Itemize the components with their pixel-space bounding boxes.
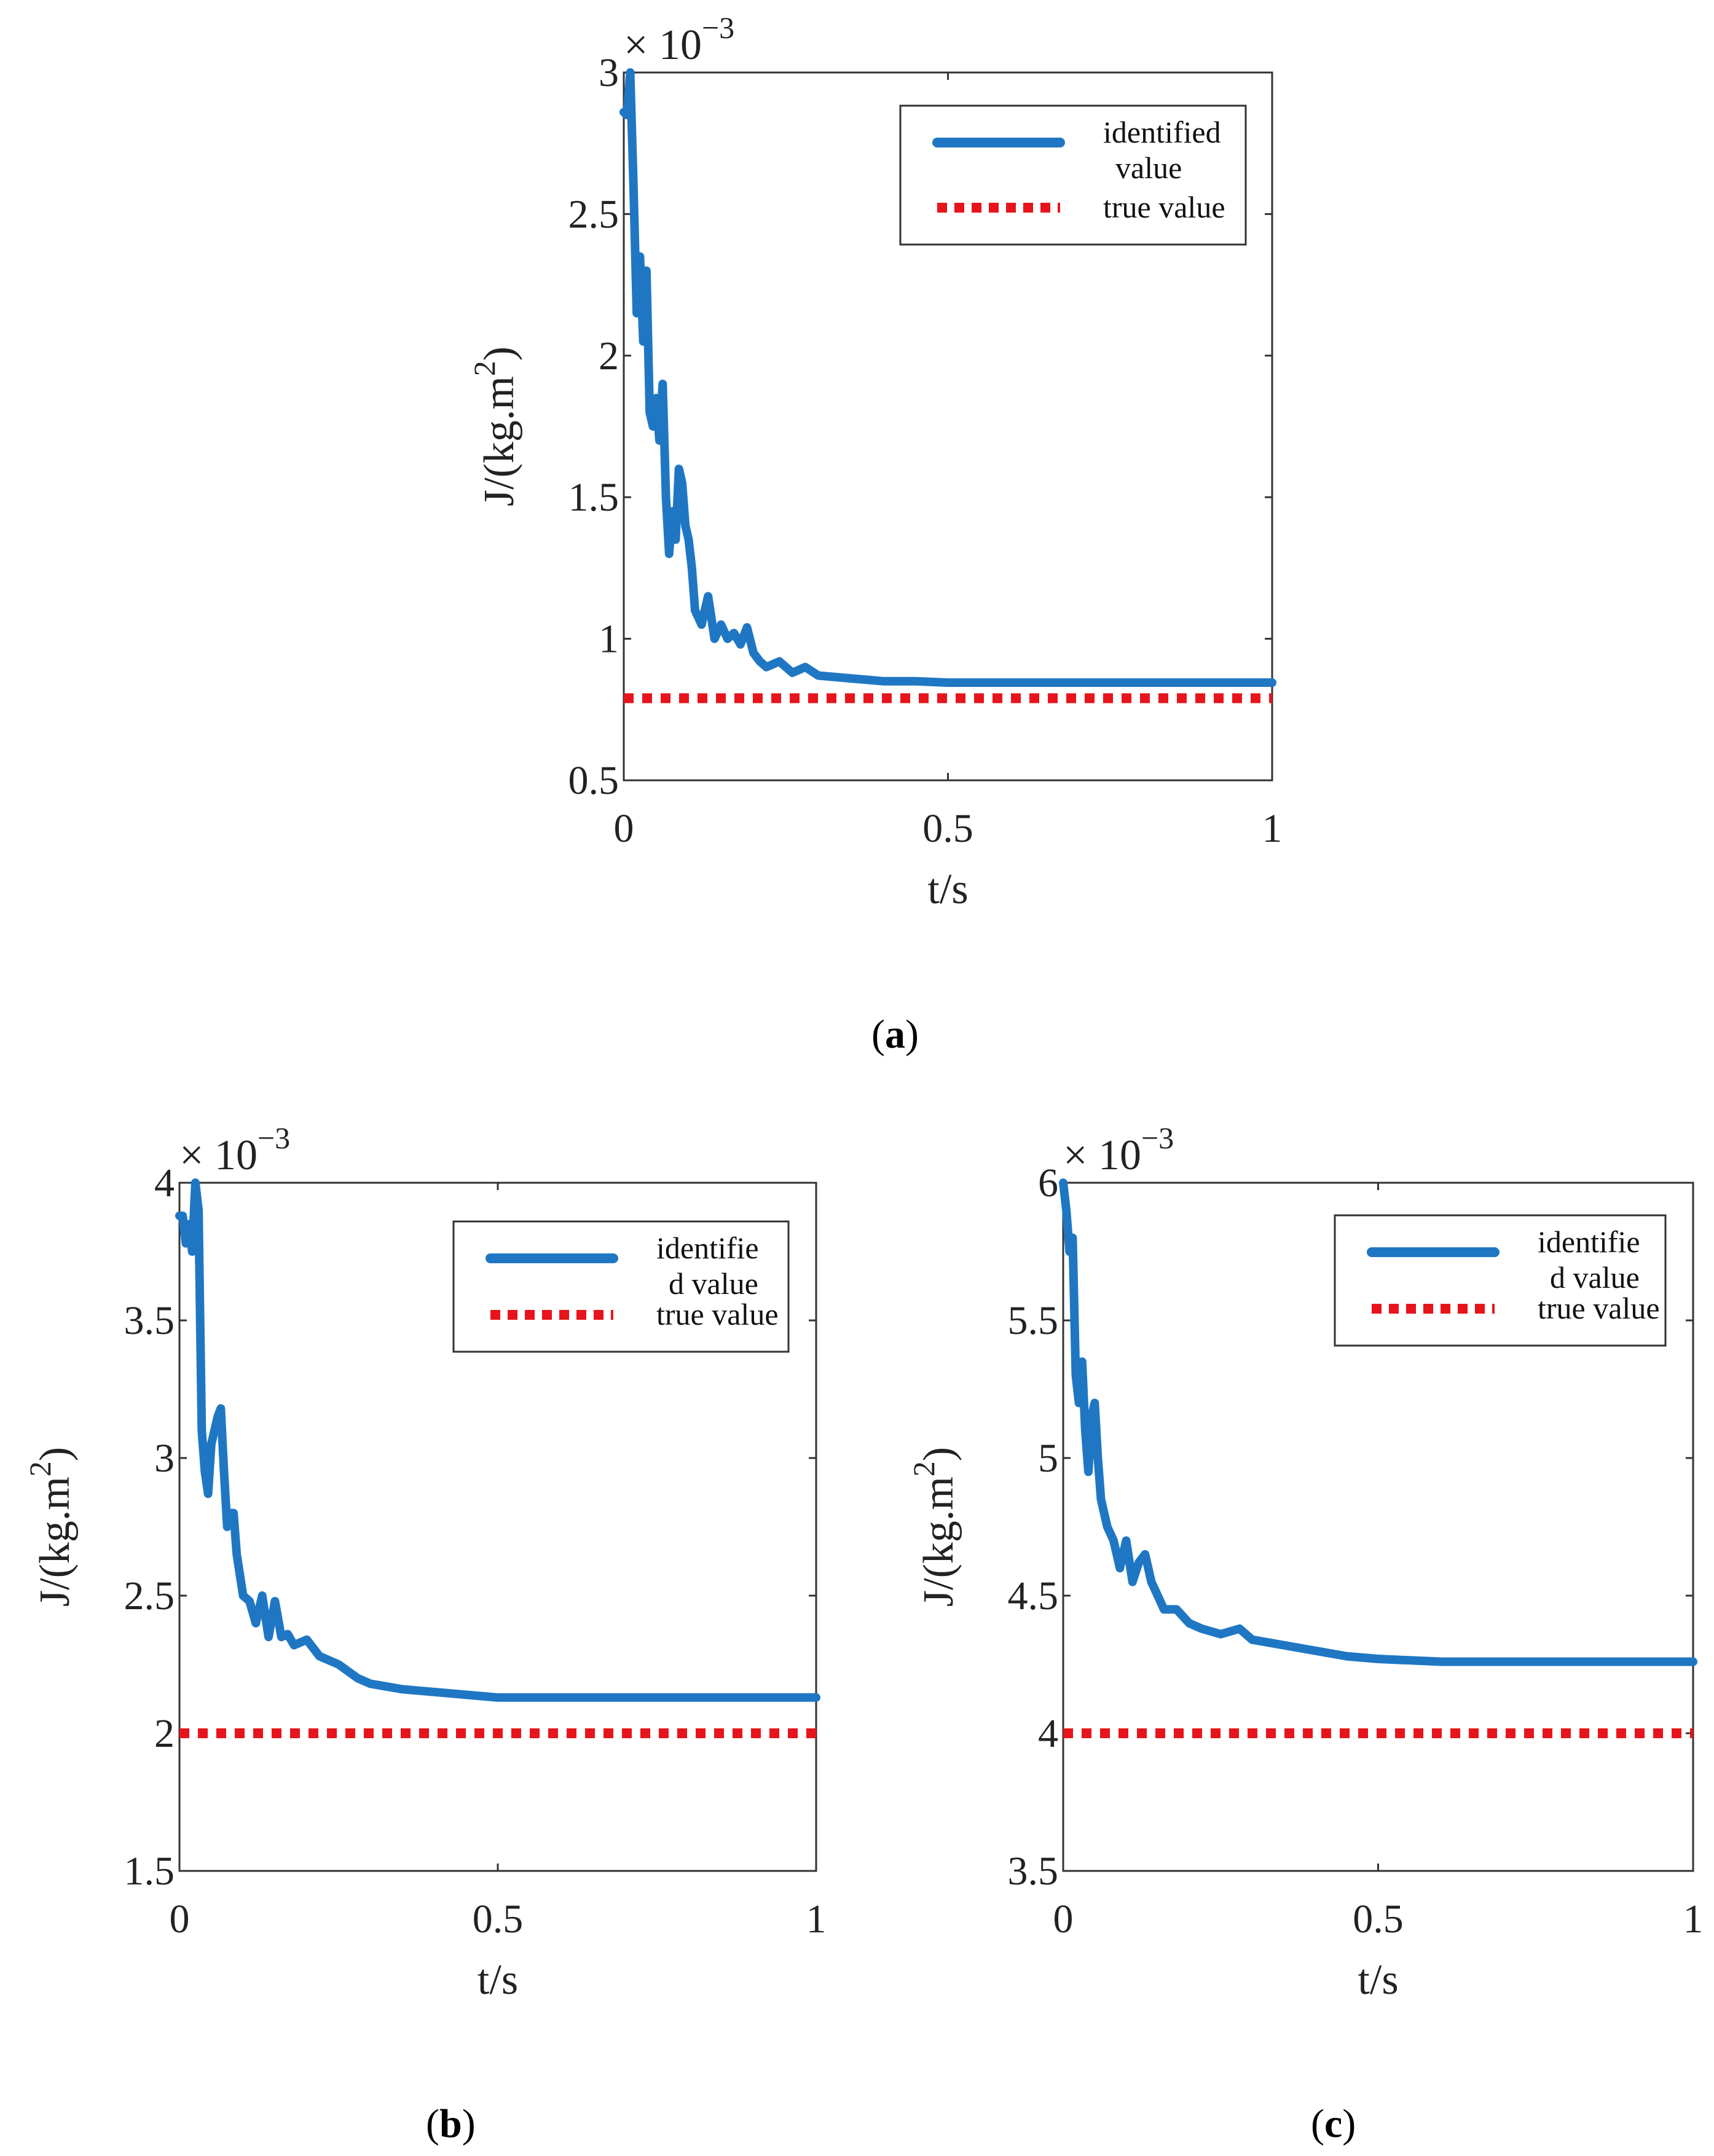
panel-caption-letter: c <box>1324 2101 1342 2146</box>
y-tick-label: 1.5 <box>568 475 619 520</box>
y-tick-label: 3 <box>154 1436 175 1481</box>
y-tick-label: 4.5 <box>1008 1574 1059 1618</box>
x-axis-label: t/s <box>927 866 968 913</box>
svg-text:J/(kg.m2): J/(kg.m2) <box>23 1447 79 1607</box>
x-tick-label: 1 <box>1262 806 1283 851</box>
legend-label-true: true value <box>1103 190 1225 224</box>
x-tick-label: 1 <box>1683 1897 1704 1942</box>
axis-multiplier-exponent: −3 <box>702 10 734 45</box>
axis-multiplier: × 10−3 <box>1063 1121 1174 1179</box>
axis-multiplier-base: × 10 <box>624 22 702 69</box>
legend-box <box>899 104 1247 246</box>
svg-text:J/(kg.m2): J/(kg.m2) <box>906 1447 962 1607</box>
legend-label-identified: value <box>1115 151 1182 185</box>
panel-caption: (a) <box>871 1012 919 1057</box>
y-tick-label: 0.5 <box>568 758 619 803</box>
panel-caption: (c) <box>1311 2101 1356 2146</box>
y-tick-label: 2.5 <box>568 192 619 237</box>
y-tick-label: 3.5 <box>124 1298 175 1343</box>
legend-label-identified: identifie <box>656 1231 759 1265</box>
panel-caption-letter: a <box>885 1012 905 1057</box>
y-tick-label: 2 <box>599 334 619 378</box>
y-tick-label: 4 <box>154 1161 175 1205</box>
y-tick-label: 2.5 <box>124 1574 175 1618</box>
y-tick-label: 3.5 <box>1008 1849 1059 1894</box>
y-axis-label-close: ) <box>476 347 523 361</box>
axis-multiplier-exponent: −3 <box>257 1121 290 1155</box>
y-tick-label: 1 <box>599 617 619 662</box>
y-axis-label-text: J/(kg.m <box>31 1476 79 1607</box>
legend-box <box>1334 1214 1667 1347</box>
y-axis-label-text: J/(kg.m <box>476 376 523 506</box>
y-tick-label: 5.5 <box>1008 1298 1059 1343</box>
y-tick-label: 1.5 <box>124 1849 175 1894</box>
panel-caption: (b) <box>426 2101 476 2146</box>
axis-multiplier: × 10−3 <box>624 10 734 69</box>
axis-multiplier-base: × 10 <box>1063 1132 1141 1179</box>
axis-multiplier: × 10−3 <box>179 1121 290 1179</box>
chart-panel-a: 0.511.522.530 0.5 1t/sJ/(kg.m2)× 10−3ident… <box>467 10 1283 1057</box>
legend-label-identified: d value <box>669 1266 758 1301</box>
y-tick-label: 3 <box>599 50 619 95</box>
panel-caption-letter: b <box>439 2101 462 2146</box>
y-axis-label-close: ) <box>915 1447 962 1461</box>
legend-label-identified: identified <box>1103 115 1221 149</box>
chart-panel-b: 1.522.533.540 0.5 1t/sJ/(kg.m2)× 10−3ident… <box>23 1121 827 2146</box>
legend-label-true: true value <box>1538 1291 1660 1325</box>
x-tick-label: 1 <box>806 1897 827 1942</box>
legend-label-true: true value <box>656 1297 779 1331</box>
x-tick-label: 0.5 <box>473 1897 524 1942</box>
svg-text:J/(kg.m2): J/(kg.m2) <box>467 347 523 506</box>
x-tick-label: 0.5 <box>1353 1897 1404 1942</box>
series-line-identified-value <box>175 1178 820 1702</box>
x-tick-label: 0.5 <box>922 806 973 851</box>
legend-box <box>452 1220 790 1353</box>
y-axis-label: J/(kg.m2) <box>23 1447 79 1607</box>
x-axis-label: t/s <box>478 1956 518 2004</box>
y-axis-label: J/(kg.m2) <box>906 1447 962 1607</box>
axis-multiplier-exponent: −3 <box>1141 1121 1174 1155</box>
legend-label-identified: identifie <box>1538 1225 1640 1259</box>
chart-panel-c: 3.5 4 4.5 5 5.5 6 0 0.5 1 t/s J/(kg.m2) × 10−3 ident… <box>906 1121 1704 2146</box>
y-axis-label-text: J/(kg.m <box>915 1476 962 1607</box>
y-axis-label-exponent: 2 <box>906 1461 941 1476</box>
x-tick-label: 0 <box>614 806 634 851</box>
y-tick-label: 5 <box>1038 1436 1058 1481</box>
series-line-identified-value <box>619 68 1276 687</box>
y-axis-label-exponent: 2 <box>23 1461 57 1476</box>
y-axis-label: J/(kg.m2) <box>467 347 523 506</box>
series-line-identified-value <box>1059 1178 1697 1666</box>
x-tick-label: 0 <box>1053 1897 1074 1942</box>
y-tick-label: 4 <box>1038 1711 1058 1756</box>
x-tick-label: 0 <box>170 1897 190 1942</box>
x-axis-label: t/s <box>1358 1956 1398 2004</box>
y-tick-label: 6 <box>1038 1161 1058 1205</box>
legend-label-identified: d value <box>1550 1260 1640 1295</box>
axis-multiplier-base: × 10 <box>179 1132 257 1179</box>
y-axis-label-exponent: 2 <box>467 361 501 376</box>
y-tick-label: 2 <box>154 1711 175 1756</box>
y-axis-label-close: ) <box>31 1447 79 1461</box>
